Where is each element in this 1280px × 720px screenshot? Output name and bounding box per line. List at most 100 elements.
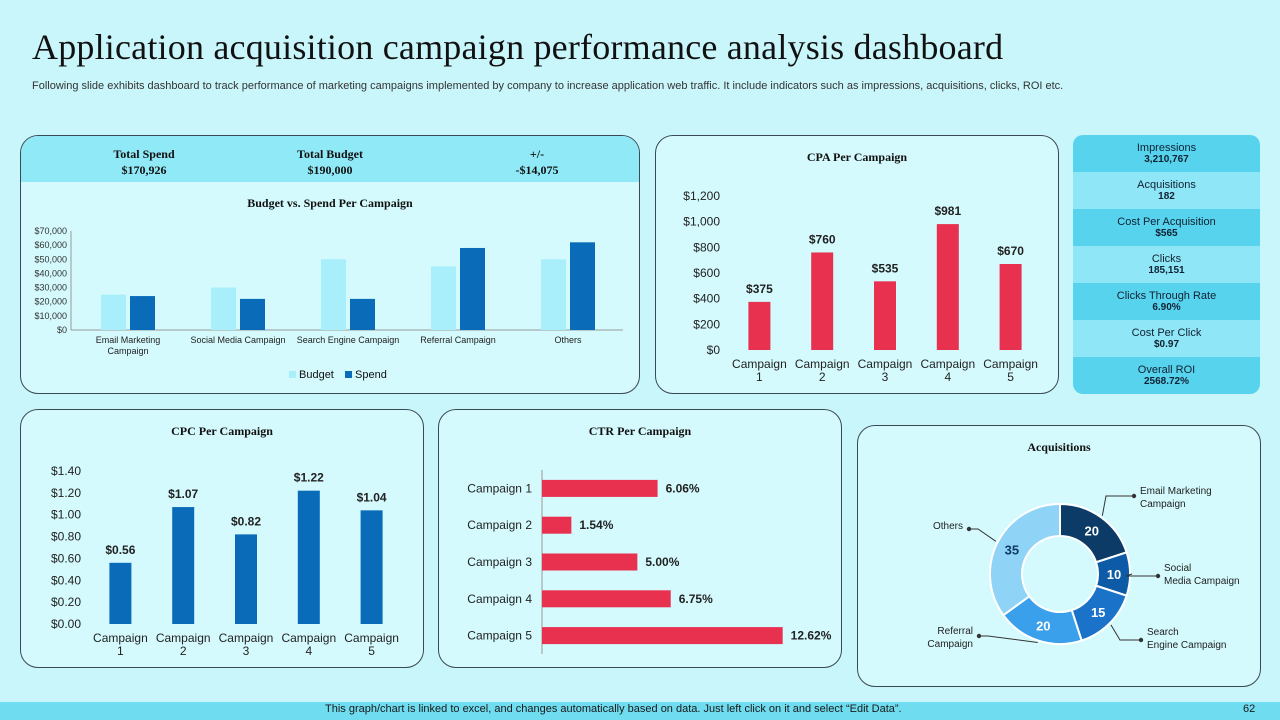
data-label: $375 [746,282,773,296]
data-label: $670 [997,244,1024,258]
kpi-item: Clicks Through Rate 6.90% [1073,283,1260,320]
x-tick-label: Campaign [93,631,148,645]
ctr-panel: CTR Per Campaign Campaign 1 6.06% Campaign… [438,409,842,668]
y-tick-label: $400 [693,292,720,306]
bar [542,479,658,497]
total-budget-value: $190,000 [307,163,353,177]
cpa-panel: CPA Per Campaign $0 $200 $400 $600 $800 $1,00… [655,135,1059,394]
legend-label: Spend [355,369,387,381]
total-spend-label: Total Spend [113,147,175,161]
kpi-item: Impressions 3,210,767 [1073,135,1260,172]
kpi-value: $565 [1155,228,1178,239]
kpi-label: Cost Per Acquisition [1117,216,1216,228]
total-budget: Total Budget $190,000 [230,146,430,178]
x-tick-label: Others [554,335,582,345]
slice-label: Others [933,521,963,532]
slice-label: Referral [937,626,973,637]
bar-spend [570,242,595,330]
y-tick-label: Campaign 2 [467,518,532,532]
bar-budget [541,259,566,330]
x-tick-label: 2 [180,644,187,658]
kpi-item: Acquisitions 182 [1073,172,1260,209]
x-tick-label: 4 [944,370,951,384]
summary-strip: Total Spend $170,926 Total Budget $190,0… [21,136,639,182]
slice-label: Engine Campaign [1147,640,1227,651]
leader-dot [976,633,982,639]
budget-spend-title: Budget vs. Spend Per Campaign [247,196,413,210]
x-tick-label: Campaign [858,357,913,371]
bar-spend [460,247,485,330]
slice-value: 20 [1036,618,1050,633]
slice-label: Email Marketing [1140,486,1212,497]
legend-swatch [289,371,296,378]
footer-note: This graph/chart is linked to excel, and… [325,703,902,715]
donut-slice [989,502,1061,617]
kpi-item: Cost Per Click $0.97 [1073,320,1260,357]
y-tick-label: $0.00 [51,617,81,631]
x-tick-label: Email Marketing [96,335,161,345]
y-tick-label: $10,000 [34,311,67,321]
x-tick-label: 2 [819,370,826,384]
x-tick-label: Campaign [795,357,850,371]
bar [542,590,671,608]
budget-spend-panel: Total Spend $170,926 Total Budget $190,0… [20,135,640,394]
kpi-label: Clicks [1151,253,1182,265]
budget-difference: +/- -$14,075 [437,146,637,178]
data-label: $0.56 [105,543,135,557]
slice-value: 10 [1107,567,1121,582]
bar-budget [211,287,236,330]
kpi-label: Acquisitions [1137,179,1196,191]
legend-swatch [345,371,352,378]
legend-label: Budget [299,369,334,381]
page-title: Application acquisition campaign perform… [32,27,1004,67]
data-label: $1.07 [168,487,198,501]
total-spend-value: $170,926 [121,163,167,177]
bar-spend [240,298,265,330]
kpi-value: 6.90% [1152,302,1181,313]
kpi-value: $0.97 [1153,339,1180,350]
page-subtitle: Following slide exhibits dashboard to tr… [32,80,1064,92]
x-tick-label: 3 [882,370,889,384]
y-tick-label: $70,000 [34,226,67,236]
y-tick-label: Campaign 4 [467,592,532,606]
x-tick-label: 1 [117,644,124,658]
bar-spend [130,296,155,330]
slice-value: 15 [1091,605,1105,620]
bar [811,252,834,350]
bar [172,507,195,624]
x-tick-label: Referral Campaign [420,335,496,345]
bar-budget [101,294,126,330]
leader-dot [1131,493,1137,499]
x-tick-label: Campaign [732,357,787,371]
leader-dot [1155,573,1161,579]
bar-budget [321,259,346,330]
leader-line [1110,624,1141,641]
data-label: $0.82 [231,514,261,528]
acquisitions-title: Acquisitions [1027,440,1091,454]
budget-spend-chart: $0 $10,000 $20,000 $30,000 $40,000 $50,000 $60… [34,226,623,381]
bar [297,490,320,624]
y-tick-label: $0 [57,325,67,335]
x-tick-label: Campaign [920,357,975,371]
kpi-value: 182 [1158,191,1175,202]
slice-value: 35 [1005,542,1019,557]
bar [874,281,896,350]
bar [542,553,638,571]
data-label: 5.00% [645,555,679,569]
bar [360,510,383,624]
x-tick-label: Campaign [156,631,211,645]
slice-label: Social [1164,563,1191,574]
difference-label: +/- [529,147,545,161]
bar [542,627,783,645]
leader-line [969,528,997,542]
y-tick-label: $600 [693,266,720,280]
bar [109,562,132,624]
difference-value: -$14,075 [515,163,559,177]
kpi-label: Clicks Through Rate [1116,290,1217,302]
cpc-title: CPC Per Campaign [171,424,273,438]
leader-dot [966,526,972,532]
kpi-item: Clicks 185,151 [1073,246,1260,283]
y-tick-label: $20,000 [34,297,67,307]
leader-dot [1138,637,1144,643]
y-tick-label: $50,000 [34,254,67,264]
